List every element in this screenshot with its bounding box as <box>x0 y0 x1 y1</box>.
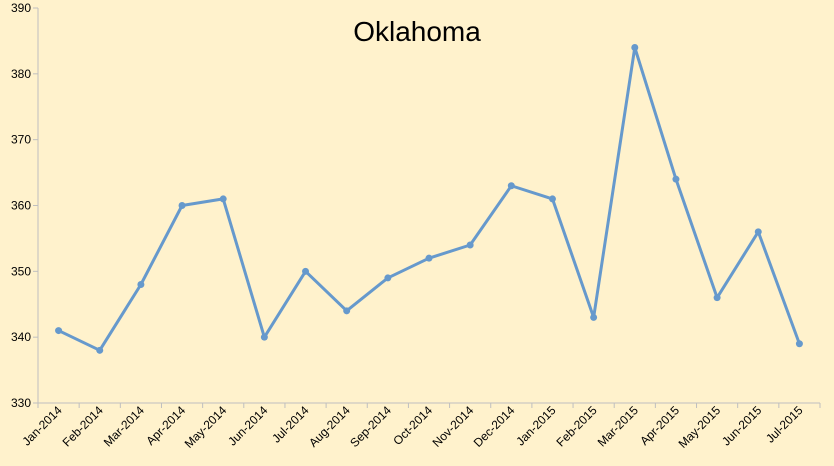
y-tick-label: 360 <box>11 199 31 213</box>
data-point <box>548 195 556 203</box>
x-tick-label: May-2014 <box>182 403 230 451</box>
data-point <box>343 307 351 315</box>
x-tick-label: Aug-2014 <box>306 403 353 450</box>
chart-title: Oklahoma <box>353 16 481 47</box>
data-point <box>590 313 598 321</box>
x-tick-label: Jun-2015 <box>719 403 765 449</box>
data-point <box>795 340 803 348</box>
data-point <box>137 281 145 288</box>
data-point <box>384 274 392 282</box>
data-point <box>260 333 268 341</box>
x-tick-label: Feb-2014 <box>60 403 106 449</box>
y-tick-label: 340 <box>11 330 31 344</box>
y-tick-label: 390 <box>11 1 31 15</box>
x-tick-label: Dec-2014 <box>471 403 518 450</box>
x-tick-label: Feb-2015 <box>554 403 600 449</box>
data-point <box>466 241 474 249</box>
x-tick-label: Jan-2015 <box>513 403 559 449</box>
y-tick-label: 380 <box>11 67 31 81</box>
data-point <box>55 327 63 335</box>
x-axis: Jan-2014Feb-2014Mar-2014Apr-2014May-2014… <box>19 402 821 451</box>
data-point <box>713 294 721 302</box>
data-point <box>754 228 762 236</box>
y-tick-label: 330 <box>11 396 31 410</box>
data-point <box>219 195 227 203</box>
data-point <box>96 346 104 354</box>
y-tick-label: 350 <box>11 264 31 278</box>
data-point <box>178 202 186 209</box>
x-tick-label: Nov-2014 <box>430 403 477 450</box>
x-tick-label: Sep-2014 <box>347 403 394 450</box>
data-point <box>631 44 639 51</box>
x-tick-label: Mar-2014 <box>101 403 147 449</box>
data-point <box>672 175 680 183</box>
series-oklahoma <box>55 44 803 354</box>
x-tick-label: Jul-2015 <box>763 403 806 446</box>
x-tick-label: Oct-2014 <box>390 403 435 448</box>
data-point <box>507 182 515 190</box>
y-axis: 330 340 350 360 370 380 390 <box>11 1 39 410</box>
data-point <box>302 267 310 275</box>
data-point <box>425 254 433 262</box>
series-line <box>57 46 801 352</box>
x-tick-label: Mar-2015 <box>595 403 641 449</box>
x-tick-label: May-2015 <box>676 403 724 451</box>
y-tick-label: 370 <box>11 133 31 147</box>
x-tick-label: Jun-2014 <box>225 403 271 449</box>
